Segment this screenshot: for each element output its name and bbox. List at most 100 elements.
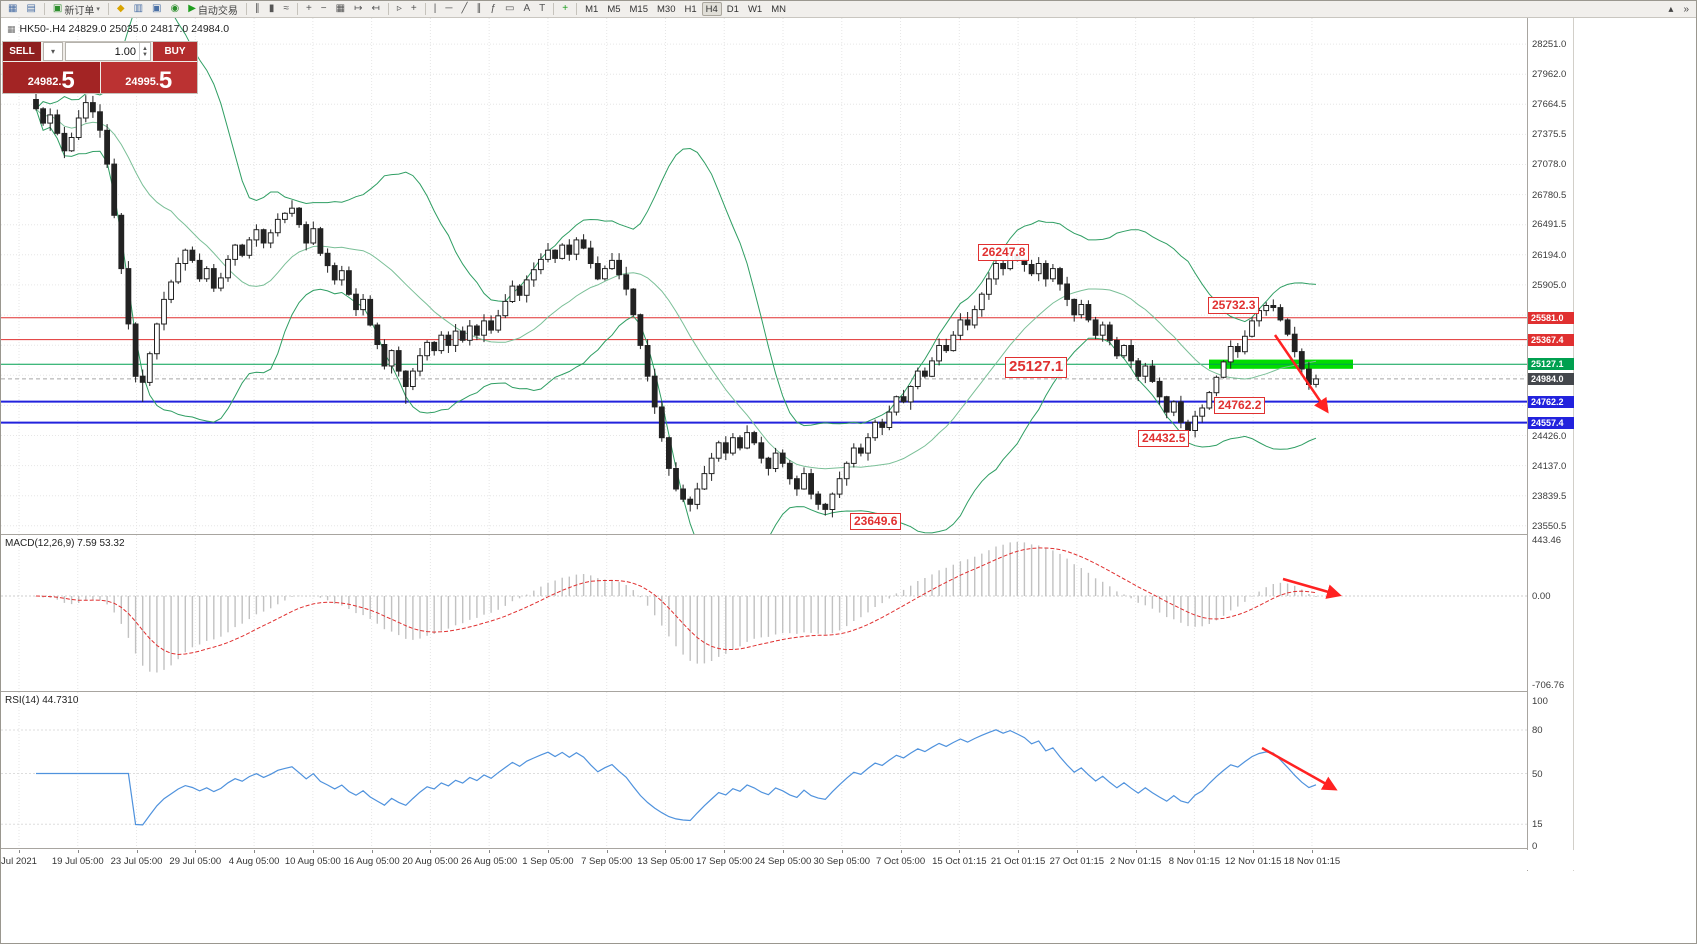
spinner-down-icon[interactable]: ▼ xyxy=(142,51,148,58)
one-click-trading-panel: SELL ▾ 1.00 ▲ ▼ BUY 24982. 5 24995. 5 xyxy=(2,41,198,94)
timeframe-w1-button[interactable]: W1 xyxy=(747,3,763,15)
bars-chart-type-button[interactable]: ∥ xyxy=(251,2,264,17)
navigator-button[interactable]: ◉ xyxy=(166,2,183,17)
macd-panel[interactable] xyxy=(1,535,1527,691)
new-chart-button[interactable]: ▦ xyxy=(4,2,21,17)
zoom-out-button[interactable]: − xyxy=(317,2,331,17)
panel-separator[interactable] xyxy=(1,534,1574,535)
indicators-button[interactable]: + xyxy=(558,2,572,17)
panel-separator[interactable] xyxy=(1,691,1574,692)
time-label: Jul 2021 xyxy=(1,856,37,867)
collapse-toolbar-button[interactable]: ▴ xyxy=(1668,3,1674,15)
fibonacci-button[interactable]: ƒ xyxy=(486,2,500,17)
trend-arrow[interactable] xyxy=(1261,746,1338,791)
tile-windows-button[interactable]: ▦ xyxy=(332,2,349,17)
price-callout[interactable]: 24762.2 xyxy=(1214,397,1266,414)
time-tick xyxy=(1311,850,1313,853)
volume-input[interactable]: 1.00 ▲ ▼ xyxy=(65,42,151,61)
market-watch-button[interactable]: ▥ xyxy=(130,2,147,17)
price-callout[interactable]: 23649.6 xyxy=(850,513,902,530)
time-tick xyxy=(606,850,608,853)
autotrading-icon: ▶ xyxy=(188,3,196,14)
cursor-button[interactable]: ▹ xyxy=(393,2,406,17)
time-tick xyxy=(1135,850,1137,853)
timeframe-m15-button[interactable]: M15 xyxy=(629,3,648,15)
trendline-icon: ╱ xyxy=(461,3,468,14)
shapes-icon: ▭ xyxy=(505,3,515,14)
time-label: 29 Jul 05:00 xyxy=(169,856,222,867)
spinner-up-icon[interactable]: ▲ xyxy=(142,45,148,52)
horizontal-levels[interactable] xyxy=(1,317,1527,424)
timeframe-h1-button[interactable]: H1 xyxy=(684,3,697,15)
price-callout[interactable]: 26247.8 xyxy=(978,244,1030,261)
chart-profiles-button[interactable]: ▤ xyxy=(22,2,39,17)
time-label: 26 Aug 05:00 xyxy=(461,856,518,867)
navigator-icon: ◉ xyxy=(170,3,180,14)
price-callout[interactable]: 24432.5 xyxy=(1138,430,1190,447)
time-label: 27 Oct 01:15 xyxy=(1049,856,1105,867)
arrows-tool-button[interactable]: T xyxy=(535,2,549,17)
crosshair-button[interactable]: + xyxy=(407,2,421,17)
timeframe-h4-button[interactable]: H4 xyxy=(701,2,722,16)
buy-button[interactable]: BUY xyxy=(153,42,197,61)
trend-arrow[interactable] xyxy=(1273,334,1329,414)
text-label-icon: A xyxy=(523,3,531,14)
new-order-button[interactable]: ▣ 新订单 ▾ xyxy=(49,2,104,17)
price-callout[interactable]: 25127.1 xyxy=(1005,357,1068,378)
new-chart-icon: ▦ xyxy=(8,3,18,14)
time-label: 12 Nov 01:15 xyxy=(1224,856,1282,867)
price-level-badge: 25367.4 xyxy=(1528,333,1574,346)
timeframe-m30-button[interactable]: M30 xyxy=(657,3,676,15)
price-level-badge: 25127.1 xyxy=(1528,358,1574,371)
symbol-ohlc-label: ▦ HK50-.H4 24829.0 25035.0 24817.0 24984… xyxy=(7,23,229,35)
chart-profiles-icon: ▤ xyxy=(26,3,36,14)
market-watch-icon: ▥ xyxy=(133,3,144,14)
time-label: 1 Sep 05:00 xyxy=(522,856,574,867)
trendline-button[interactable]: ╱ xyxy=(457,2,471,17)
timeframe-m1-button[interactable]: M1 xyxy=(585,3,599,15)
price-tick: 24426.0 xyxy=(1532,431,1567,443)
zoom-in-button[interactable]: + xyxy=(302,2,316,17)
horizontal-line-button[interactable]: ─ xyxy=(441,2,456,17)
time-tick xyxy=(77,850,79,853)
new-order-icon: ▣ xyxy=(52,3,63,14)
rsi-scale-tick: 80 xyxy=(1532,725,1543,736)
timeframe-mn-button[interactable]: MN xyxy=(771,3,786,15)
time-label: 23 Jul 05:00 xyxy=(110,856,163,867)
time-tick xyxy=(547,850,549,853)
grid xyxy=(1,692,1527,848)
text-label-button[interactable]: A xyxy=(519,2,534,17)
candles-chart-type-button[interactable]: ▮ xyxy=(265,2,279,17)
shapes-button[interactable]: ▭ xyxy=(501,2,518,17)
vertical-line-button[interactable]: | xyxy=(430,2,441,17)
toolbar-overflow-button[interactable]: » xyxy=(1683,3,1689,15)
volume-value: 1.00 xyxy=(114,45,136,58)
sell-button[interactable]: SELL xyxy=(3,42,41,61)
volume-spinner[interactable]: ▲ ▼ xyxy=(139,43,150,60)
timeframe-m5-button[interactable]: M5 xyxy=(607,3,621,15)
trend-arrow[interactable] xyxy=(1282,577,1342,599)
buy-price-button[interactable]: 24995. 5 xyxy=(100,62,197,93)
rsi-panel[interactable] xyxy=(1,692,1527,848)
rsi-scale-tick: 15 xyxy=(1532,819,1543,831)
equidistant-channel-button[interactable]: ∥ xyxy=(472,2,485,17)
order-type-dropdown[interactable]: ▾ xyxy=(43,42,63,61)
main-price-chart[interactable] xyxy=(1,18,1527,534)
time-label: 2 Nov 01:15 xyxy=(1110,856,1162,867)
chart-shift-button[interactable]: ↤ xyxy=(367,2,383,17)
panel-separator xyxy=(1,848,1574,849)
data-window-button[interactable]: ▣ xyxy=(148,2,165,17)
price-callout[interactable]: 25732.3 xyxy=(1208,297,1260,314)
price-level-badge: 24557.4 xyxy=(1528,416,1574,429)
favorites-button[interactable]: ◆ xyxy=(113,2,129,17)
arrows-tool-icon: T xyxy=(539,3,546,14)
timeframe-d1-button[interactable]: D1 xyxy=(726,3,739,15)
auto-scroll-button[interactable]: ↦ xyxy=(350,2,366,17)
rsi-scale-tick: 0 xyxy=(1532,841,1538,852)
sell-price-button[interactable]: 24982. 5 xyxy=(3,62,100,93)
line-chart-type-button[interactable]: ≈ xyxy=(279,2,293,17)
autotrading-button[interactable]: ▶ 自动交易 xyxy=(184,2,242,17)
tile-windows-icon: ▦ xyxy=(335,3,346,14)
toolbar-separator xyxy=(107,3,109,15)
price-tick: 26491.5 xyxy=(1532,219,1567,231)
